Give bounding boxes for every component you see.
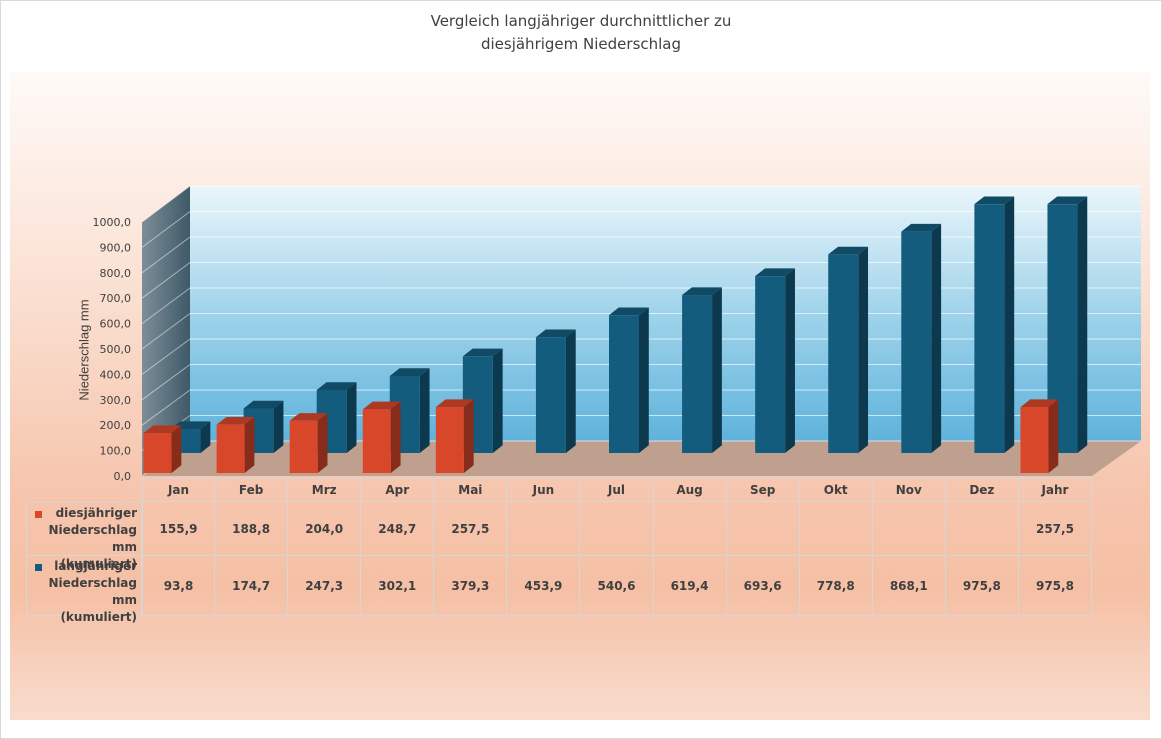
y-tick-label: 700,0	[100, 292, 132, 305]
bar-series2-Nov	[901, 223, 942, 453]
y-tick-label: 600,0	[100, 318, 132, 331]
gridline-side	[141, 287, 191, 325]
y-tick-label: 1000,0	[93, 216, 132, 229]
bar-series1-Feb	[216, 416, 255, 473]
bar-series1-Jahr	[1020, 399, 1059, 473]
gridline-side	[141, 364, 191, 401]
y-tick-label: 100,0	[100, 445, 132, 458]
y-tick-label: 200,0	[100, 419, 132, 432]
bar-series2-Sep	[755, 268, 795, 453]
y-tick-label: 400,0	[100, 368, 132, 381]
y-axis-label: Niederschlag mm	[76, 299, 92, 401]
gridline-side	[141, 313, 191, 350]
y-tick-label: 0,0	[114, 470, 132, 483]
bar-series1-Apr	[362, 401, 401, 473]
gridline-side	[141, 338, 191, 375]
bar-series2-Dez	[974, 196, 1015, 453]
y-tick-label: 900,0	[100, 241, 132, 254]
bar-series1-Jan	[143, 425, 182, 473]
bar-series2-Jahr	[1047, 196, 1088, 453]
chart-title-line-1: Vergleich langjähriger durchnittlicher z…	[430, 12, 732, 30]
bar-series1-Mrz	[289, 413, 328, 473]
gridline-side	[141, 236, 191, 274]
chart-title: Vergleich langjähriger durchnittlicher z…	[0, 10, 1162, 56]
gridline-side	[141, 389, 191, 426]
y-tick-label: 800,0	[100, 267, 132, 280]
bar-series2-Jul	[609, 307, 649, 453]
gridline-side	[141, 185, 191, 223]
y-tick-label: 500,0	[100, 343, 132, 356]
bar-series1-Mai	[435, 399, 474, 473]
bar-series2-Aug	[682, 287, 722, 453]
gridline-side	[141, 262, 191, 299]
bar-series2-Okt	[828, 246, 869, 453]
y-tick-label: 300,0	[100, 394, 132, 407]
gridline-side	[141, 211, 191, 248]
chart-title-line-2: diesjährigem Niederschlag	[480, 35, 682, 53]
bar-series2-Jun	[535, 329, 576, 453]
